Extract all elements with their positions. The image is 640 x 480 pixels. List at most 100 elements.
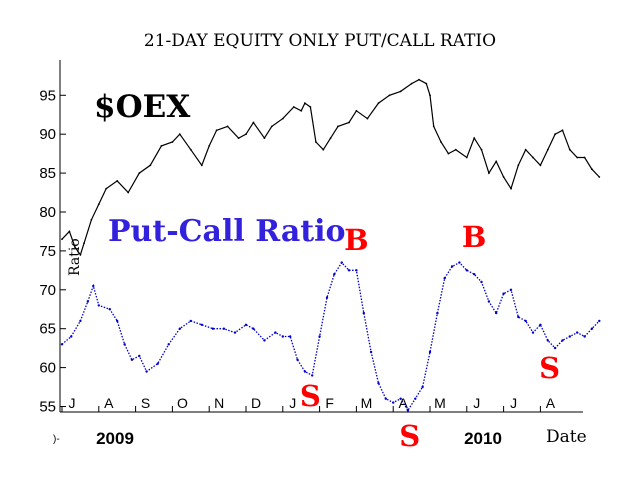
y-tick-label: 85 [39,165,56,182]
oex-point [160,145,163,147]
put-call-ratio-point [200,323,203,326]
put-call-ratio-point [590,327,594,330]
put-call-ratio-point [480,280,483,284]
year-label: 2009 [96,429,134,448]
oex-point [473,137,476,140]
put-call-ratio-series [60,261,601,412]
oex-point [68,230,71,233]
put-call-ratio-point [428,350,432,354]
oex-point [591,168,593,171]
year-label: 2010 [464,429,502,448]
put-call-ratio-point [167,343,170,346]
oex-point [348,121,350,124]
oex-point [322,148,325,151]
y-tick-label: 90 [39,126,56,143]
oex-label: $OEX [94,89,191,125]
oex-point [554,133,556,136]
put-call-ratio-point [377,382,380,385]
put-call-ratio-point [576,331,579,334]
put-call-ratio-point [509,288,513,291]
oex-point [539,164,542,167]
oex-point [432,125,435,128]
put-call-ratio-point [211,327,215,330]
oex-point [366,117,369,120]
put-call-ratio-point [546,339,549,342]
oex-point [200,164,203,167]
oex-point [576,156,579,159]
put-call-ratio-point [406,409,410,412]
oex-point [410,82,413,85]
put-call-ratio-point [318,335,321,338]
put-call-ratio-point [178,327,181,330]
sell-signal-marker: S [399,419,420,453]
oex-point [304,102,306,104]
put-call-ratio-point [399,397,402,400]
put-call-ratio-point [450,265,454,268]
oex-series [61,78,601,257]
y-tick-label: 55 [39,399,56,416]
oex-point [171,141,174,143]
put-call-ratio-point [517,315,520,319]
x-tick-label: J [473,395,480,411]
put-call-ratio-point [458,261,461,264]
oex-point [83,242,85,245]
put-call-ratio-point [130,358,134,361]
put-call-ratio-point [263,339,266,342]
put-call-ratio-point [414,397,417,400]
year-labels: 2009 2010 [96,429,502,448]
y-tick-label: 65 [39,321,56,338]
stray-tick-mark: )- [53,434,60,445]
put-call-ratio-point [347,269,351,272]
put-call-ratio-point [495,311,498,315]
buy-signal-marker: B [344,223,369,257]
put-call-ratio-point [116,319,119,323]
put-call-ratio-point [97,304,101,307]
oex-point [388,94,391,97]
put-call-ratio-point [303,370,307,373]
oex-point [281,117,284,120]
put-call-ratio-point [473,273,476,276]
put-call-ratio-point [222,327,226,330]
oex-point [300,109,303,112]
oex-point [263,137,266,140]
put-call-ratio-point [333,273,336,276]
put-call-ratio-label: Put-Call Ratio [108,214,346,249]
put-call-ratio-point [539,323,542,326]
put-call-ratio-point [86,300,90,303]
oex-point [524,148,527,151]
x-tick-label: A [104,395,114,411]
x-tick-label: M [361,395,373,411]
oex-point [561,129,564,132]
x-tick-label: M [434,395,446,411]
put-call-ratio-point [436,311,439,315]
y-tick-label: 95 [39,87,56,104]
put-call-ratio-point [355,269,358,272]
x-tick-label: S [141,395,150,411]
oex-point [510,187,512,190]
oex-point [97,203,100,206]
x-tick-label: D [251,395,261,411]
x-tick-label: J [289,395,296,411]
put-call-ratio-point [79,319,82,323]
oex-point [178,133,181,136]
x-tick-label: A [399,395,409,411]
oex-point [399,90,402,93]
oex-point [568,148,571,151]
buy-signal-marker: B [462,220,487,254]
put-call-ratio-point [123,343,126,346]
oex-point [226,125,229,128]
oex-point [315,141,317,143]
x-tick-label: J [510,395,517,411]
oex-point [583,156,586,159]
put-call-ratio-point [296,358,299,361]
y-tick-label: 70 [39,282,56,299]
oex-point [270,125,273,128]
put-call-ratio-point [561,339,564,342]
put-call-ratio-point [443,276,446,280]
put-call-ratio-point [274,331,277,334]
put-call-ratio-point [311,374,314,377]
oex-point [149,164,152,167]
put-call-ratio-point [524,319,527,323]
